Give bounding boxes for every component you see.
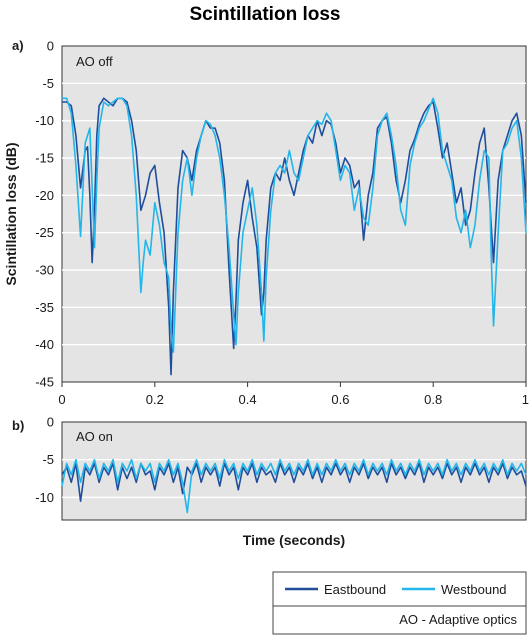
y-axis-title: Scintillation loss (dB) [3,142,19,285]
y-tick-label-a-1: -5 [42,76,54,91]
legend-eastbound-label: Eastbound [324,582,386,597]
x-tick-label-1: 0.2 [146,392,164,407]
legend: Eastbound Westbound AO - Adaptive optics [272,571,527,635]
y-tick-label-b-0: 0 [47,415,54,430]
panel-a-series [62,97,527,376]
y-tick-label-a-3: -15 [35,151,54,166]
y-tick-label-a-7: -35 [35,300,54,315]
legend-note-box [272,605,527,635]
panel-b-y-ticks: 0 -5 -10 [35,415,54,505]
y-tick-label-a-4: -20 [35,188,54,203]
panel-a-y-ticks: 0 -5 -10 -15 -20 -25 -30 -35 -40 -45 [35,39,54,390]
y-tick-label-a-8: -40 [35,337,54,352]
y-tick-label-a-2: -10 [35,113,54,128]
x-tick-label-5: 1 [522,392,529,407]
y-tick-label-b-1: -5 [42,452,54,467]
series-line-a-westbound [62,97,527,353]
y-tick-label-a-0: 0 [47,39,54,54]
panel-b-gridlines [62,458,526,499]
legend-westbound-label: Westbound [441,582,507,597]
panel-a-label: a) [12,38,24,53]
legend-note: AO - Adaptive optics [399,612,517,627]
x-tick-label-4: 0.8 [424,392,442,407]
series-line-b-westbound [61,458,527,514]
x-tick-label-3: 0.6 [331,392,349,407]
panel-a-x-ticks: 0 0.2 0.4 0.6 0.8 1 [58,382,529,407]
panel-b-label: b) [12,418,24,433]
chart-title: Scintillation loss [190,4,341,25]
x-tick-label-2: 0.4 [239,392,257,407]
panel-a-annotation: AO off [76,54,113,69]
panel-b-annotation: AO on [76,429,113,444]
panel-a-plot-area [61,45,527,383]
y-tick-label-a-9: -45 [35,375,54,390]
panel-b-plot-area [61,421,527,521]
panel-a-gridlines [62,82,526,346]
y-tick-label-b-2: -10 [35,490,54,505]
y-tick-label-a-6: -30 [35,263,54,278]
x-axis-title: Time (seconds) [243,532,345,548]
x-tick-label-0: 0 [58,392,65,407]
y-tick-label-a-5: -25 [35,225,54,240]
panel-b-series [61,458,527,514]
